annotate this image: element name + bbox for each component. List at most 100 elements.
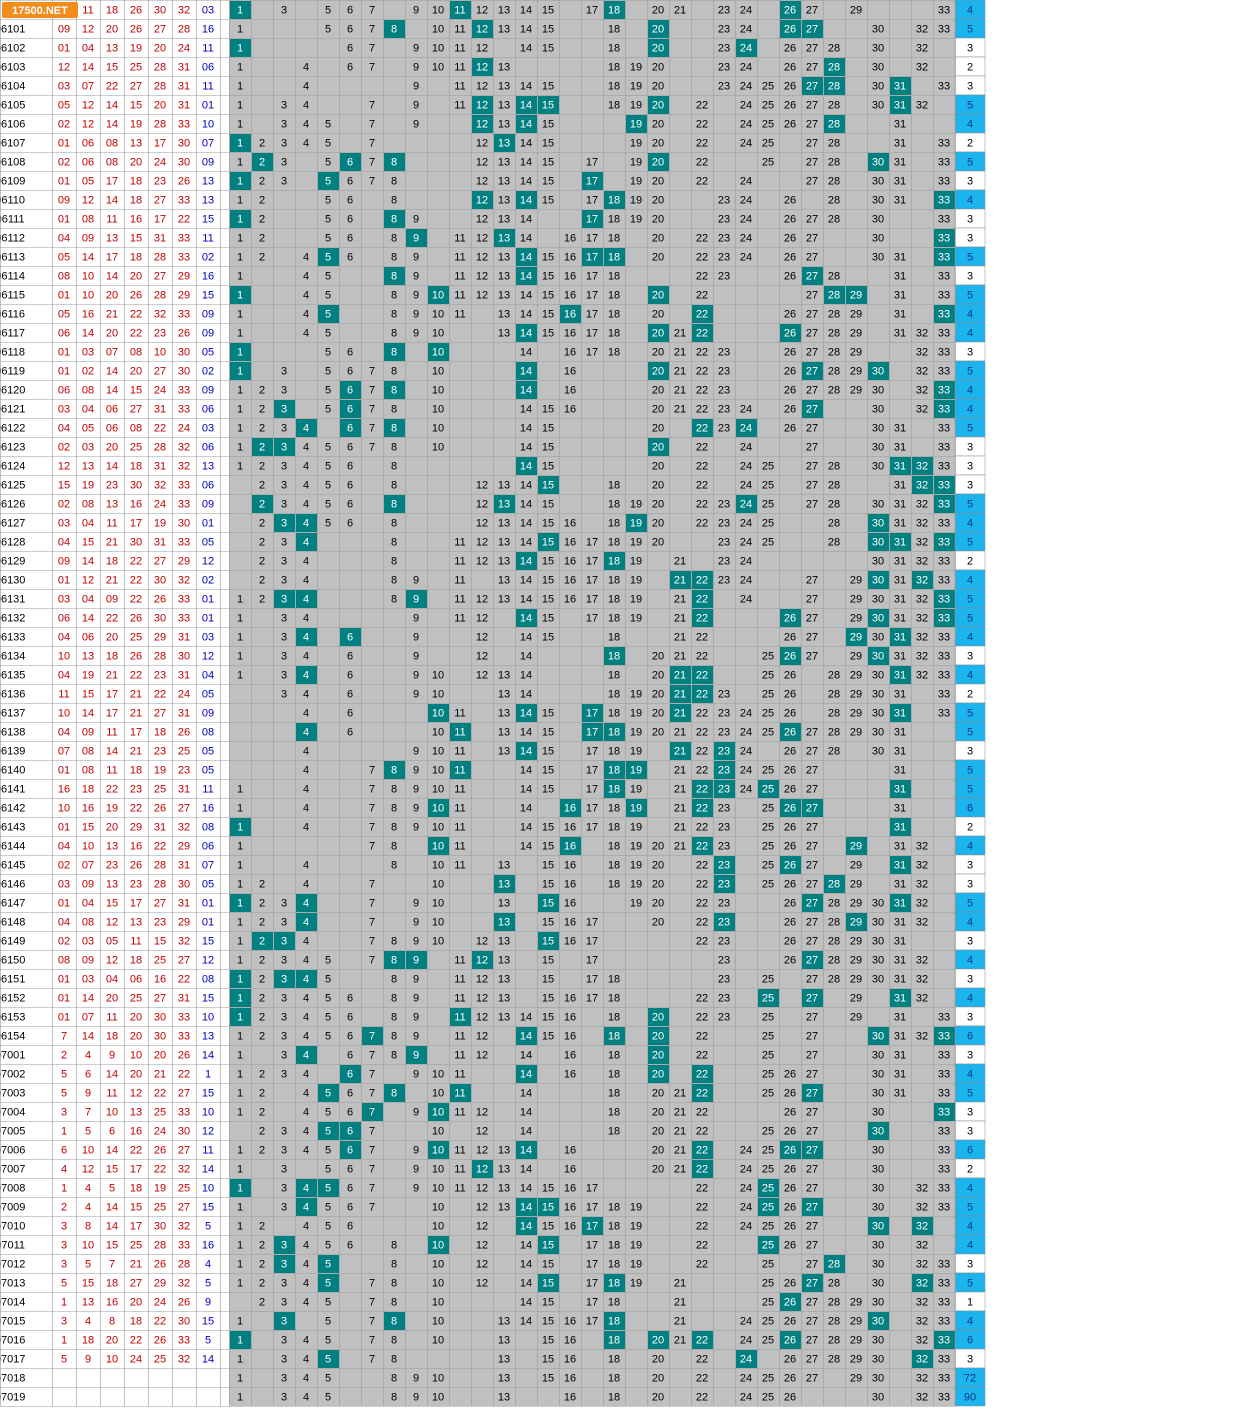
grid-number: 14 (520, 1030, 532, 1042)
hit-cell (428, 286, 449, 304)
grid-number: 4 (303, 821, 309, 833)
grid-number: 26 (784, 631, 796, 643)
red-number: 07 (82, 80, 94, 92)
grid-number: 22 (696, 1144, 708, 1156)
red-number: 3 (61, 1239, 67, 1251)
issue-number: 2006106 (0, 118, 25, 130)
grid-number: 16 (564, 1315, 576, 1327)
red-number: 25 (178, 745, 190, 757)
grid-number: 1 (237, 1277, 243, 1289)
grid-number: 28 (828, 80, 840, 92)
grid-number: 27 (806, 840, 818, 852)
grid-number: 20 (652, 194, 664, 206)
issue-number: 2006135 (0, 669, 25, 681)
grid-number: 22 (696, 707, 708, 719)
issue-number: 2006150 (0, 954, 25, 966)
grid-number: 4 (303, 1277, 309, 1289)
grid-number: 19 (630, 1239, 642, 1251)
grid-number: 1 (237, 422, 243, 434)
grid-number: 4 (303, 1087, 309, 1099)
grid-number: 15 (542, 460, 554, 472)
grid-number: 2 (259, 175, 265, 187)
grid-number: 19 (630, 1201, 642, 1213)
red-number: 5 (109, 1182, 115, 1194)
grid-number: 4 (303, 536, 309, 548)
grid-number: 32 (916, 23, 928, 35)
grid-number: 8 (391, 517, 397, 529)
grid-number: 18 (608, 764, 620, 776)
grid-number: 30 (872, 460, 884, 472)
grid-number: 28 (828, 289, 840, 301)
issue-number: 2006153 (0, 1011, 25, 1023)
red-number: 09 (106, 593, 118, 605)
grid-number: 26 (784, 99, 796, 111)
red-number: 31 (178, 99, 190, 111)
red-number: 06 (58, 612, 70, 624)
grid-number: 12 (476, 1011, 488, 1023)
hit-cell (934, 1331, 955, 1349)
grid-number: 16 (564, 555, 576, 567)
red-number: 17 (154, 137, 166, 149)
grid-number: 1 (237, 460, 243, 472)
red-number: 11 (106, 1011, 117, 1023)
grid-number: 14 (520, 1144, 532, 1156)
red-number: 7 (61, 1030, 67, 1042)
grid-number: 24 (740, 80, 752, 92)
grid-number: 25 (762, 479, 774, 491)
hit-cell (296, 970, 317, 988)
red-number: 22 (178, 213, 190, 225)
hit-cell (802, 1198, 823, 1216)
hit-cell (450, 1, 471, 19)
grid-number: 14 (520, 1315, 532, 1327)
grid-number: 9 (413, 821, 419, 833)
grid-number: 10 (432, 859, 444, 871)
grid-number: 14 (520, 802, 532, 814)
grid-number: 17 (586, 1201, 598, 1213)
red-number: 23 (106, 859, 118, 871)
grid-number: 7 (369, 1182, 375, 1194)
grid-number: 15 (542, 935, 554, 947)
hit-cell (714, 761, 735, 779)
grid-number: 13 (498, 992, 510, 1004)
grid-number: 17 (586, 612, 598, 624)
grid-number: 4 (303, 574, 309, 586)
grid-number: 20 (652, 99, 664, 111)
hit-count: 4 (967, 194, 973, 206)
grid-number: 11 (454, 289, 465, 301)
grid-number: 19 (630, 688, 642, 700)
red-number: 33 (178, 194, 190, 206)
red-number: 4 (85, 1315, 91, 1327)
grid-number: 28 (828, 954, 840, 966)
red-number: 4 (61, 1163, 67, 1175)
grid-number: 29 (850, 935, 862, 947)
grid-number: 8 (391, 1030, 397, 1042)
red-number: 17 (106, 251, 118, 263)
grid-number: 7 (369, 878, 375, 890)
grid-number: 14 (520, 593, 532, 605)
grid-number: 15 (542, 137, 554, 149)
red-number: 7 (109, 1258, 115, 1270)
grid-number: 15 (542, 1353, 554, 1365)
grid-number: 4 (303, 916, 309, 928)
blue-number: 13 (202, 460, 214, 472)
hit-cell (714, 913, 735, 931)
grid-number: 17 (586, 536, 598, 548)
hit-count: 5 (967, 593, 973, 605)
blue-number: 05 (202, 764, 214, 776)
hit-cell (802, 799, 823, 817)
grid-number: 20 (652, 156, 664, 168)
red-number: 15 (58, 479, 70, 491)
grid-number: 1 (237, 669, 243, 681)
grid-number: 4 (303, 1182, 309, 1194)
grid-number: 4 (303, 764, 309, 776)
blue-number: 05 (202, 536, 214, 548)
red-number: 25 (154, 1106, 166, 1118)
grid-number: 4 (303, 1296, 309, 1308)
grid-number: 8 (391, 954, 397, 966)
grid-number: 23 (718, 821, 730, 833)
grid-number: 14 (520, 707, 532, 719)
grid-number: 10 (432, 916, 444, 928)
grid-number: 15 (542, 175, 554, 187)
grid-number: 26 (784, 707, 796, 719)
grid-number: 20 (652, 175, 664, 187)
